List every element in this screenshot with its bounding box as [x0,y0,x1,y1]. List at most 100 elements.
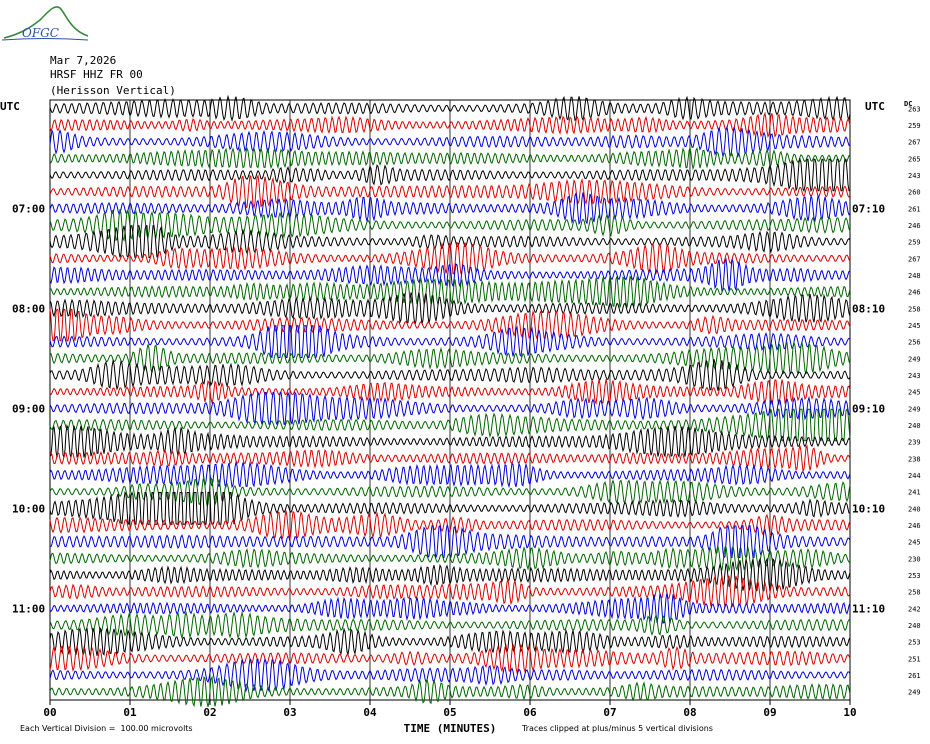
dc-offset-label: 244 [908,472,921,480]
trace-line [49,460,851,489]
dc-offset-label: 246 [908,522,921,530]
utc-label-left: UTC [0,100,20,113]
dc-offset-label: 240 [908,505,921,513]
dc-offset-label: 263 [908,105,921,113]
trace-line [49,675,851,708]
trace-line [49,575,851,608]
trace-line [49,340,851,376]
dc-offset-label: 245 [908,539,921,547]
time-label-right: 11:10 [852,602,885,615]
time-label-left: 11:00 [12,602,45,615]
trace-line [49,657,851,693]
trace-line [49,610,851,640]
trace-line [49,476,851,507]
dc-offset-label: 253 [908,572,921,580]
dc-offset-label: 253 [908,639,921,647]
dc-offset-label: 248 [908,272,921,280]
trace-line [49,225,851,259]
dc-offset-label: 249 [908,355,921,363]
x-tick-label: 10 [843,706,856,719]
trace-line [49,643,851,675]
dc-offset-label: 239 [908,439,921,447]
trace-line [49,275,851,308]
dc-offset-label: 261 [908,672,921,680]
dc-offset-label: 245 [908,389,921,397]
x-tick-label: 04 [363,706,377,719]
trace-line [49,408,851,443]
trace-line [49,545,851,573]
dc-offset-label: 256 [908,339,921,347]
logo-text: OFGC [22,26,59,40]
dc-offset-label: 241 [908,489,921,497]
x-tick-label: 00 [43,706,56,719]
ofgc-logo: OFGC [0,0,90,48]
x-tick-label: 03 [283,706,296,719]
footer-scale-note: Each Vertical Division = 100.00 microvol… [20,724,193,733]
time-label-left: 08:00 [12,302,45,315]
x-tick-label: 09 [763,706,776,719]
component-name: (Herisson Vertical) [50,84,176,97]
dc-offset-label: 249 [908,689,921,697]
x-tick-label: 08 [683,706,696,719]
trace-line [49,308,851,342]
trace-line [49,490,851,526]
footer-clip-note: Traces clipped at plus/minus 5 vertical … [522,724,713,733]
dc-offset-label: 259 [908,122,921,130]
trace-line [49,510,851,541]
trace-line [49,241,851,276]
dc-offset-label: 243 [908,372,921,380]
trace-line [49,626,851,657]
dc-offset-label: 240 [908,422,921,430]
dc-offset-label: 230 [908,555,921,563]
x-tick-label: 06 [523,706,537,719]
trace-line [49,209,851,242]
dc-offset-label: 259 [908,239,921,247]
time-label-right: 08:10 [852,302,885,315]
trace-line [49,174,851,210]
trace-line [49,146,851,171]
x-tick-label: 05 [443,706,456,719]
dc-offset-label: 246 [908,289,921,297]
x-tick-label: 01 [123,706,137,719]
trace-line [49,359,851,391]
station-code: HRSF HHZ FR 00 [50,68,143,81]
trace-line [49,592,851,624]
dc-offset-label: 258 [908,589,921,597]
trace-line [49,379,851,406]
dc-offset-label: 258 [908,305,921,313]
x-tick-label: 07 [603,706,616,719]
trace-line [49,423,851,459]
dc-offset-label: 260 [908,189,921,197]
trace-line [49,444,851,473]
dc-offset-label: 261 [908,205,921,213]
time-label-right: 07:10 [852,202,885,215]
dc-offset-label: 251 [908,655,921,663]
trace-line [49,390,851,426]
time-label-left: 07:00 [12,202,45,215]
trace-line [49,157,850,193]
trace-line [49,124,851,158]
dc-label: DC [904,100,912,108]
trace-line [49,292,851,325]
dc-offset-label: 238 [908,455,921,463]
x-axis-label: TIME (MINUTES) [404,722,497,735]
dc-offset-label: 267 [908,255,921,263]
utc-label-right: UTC [865,100,885,113]
record-date: Mar 7,2026 [50,54,117,67]
time-label-right: 09:10 [852,402,885,415]
dc-offset-label: 249 [908,405,921,413]
trace-line [49,111,851,139]
time-label-left: 09:00 [12,402,45,415]
trace-line [49,94,851,122]
dc-offset-label: 240 [908,622,921,630]
dc-offset-label: 243 [908,172,921,180]
dc-offset-label: 245 [908,322,921,330]
trace-line [49,324,851,359]
logo-mountain-icon [1,6,89,41]
trace-line [49,557,851,593]
dc-offset-label: 265 [908,155,921,163]
trace-line [49,257,851,293]
trace-line [49,191,851,225]
time-label-left: 10:00 [12,502,45,515]
